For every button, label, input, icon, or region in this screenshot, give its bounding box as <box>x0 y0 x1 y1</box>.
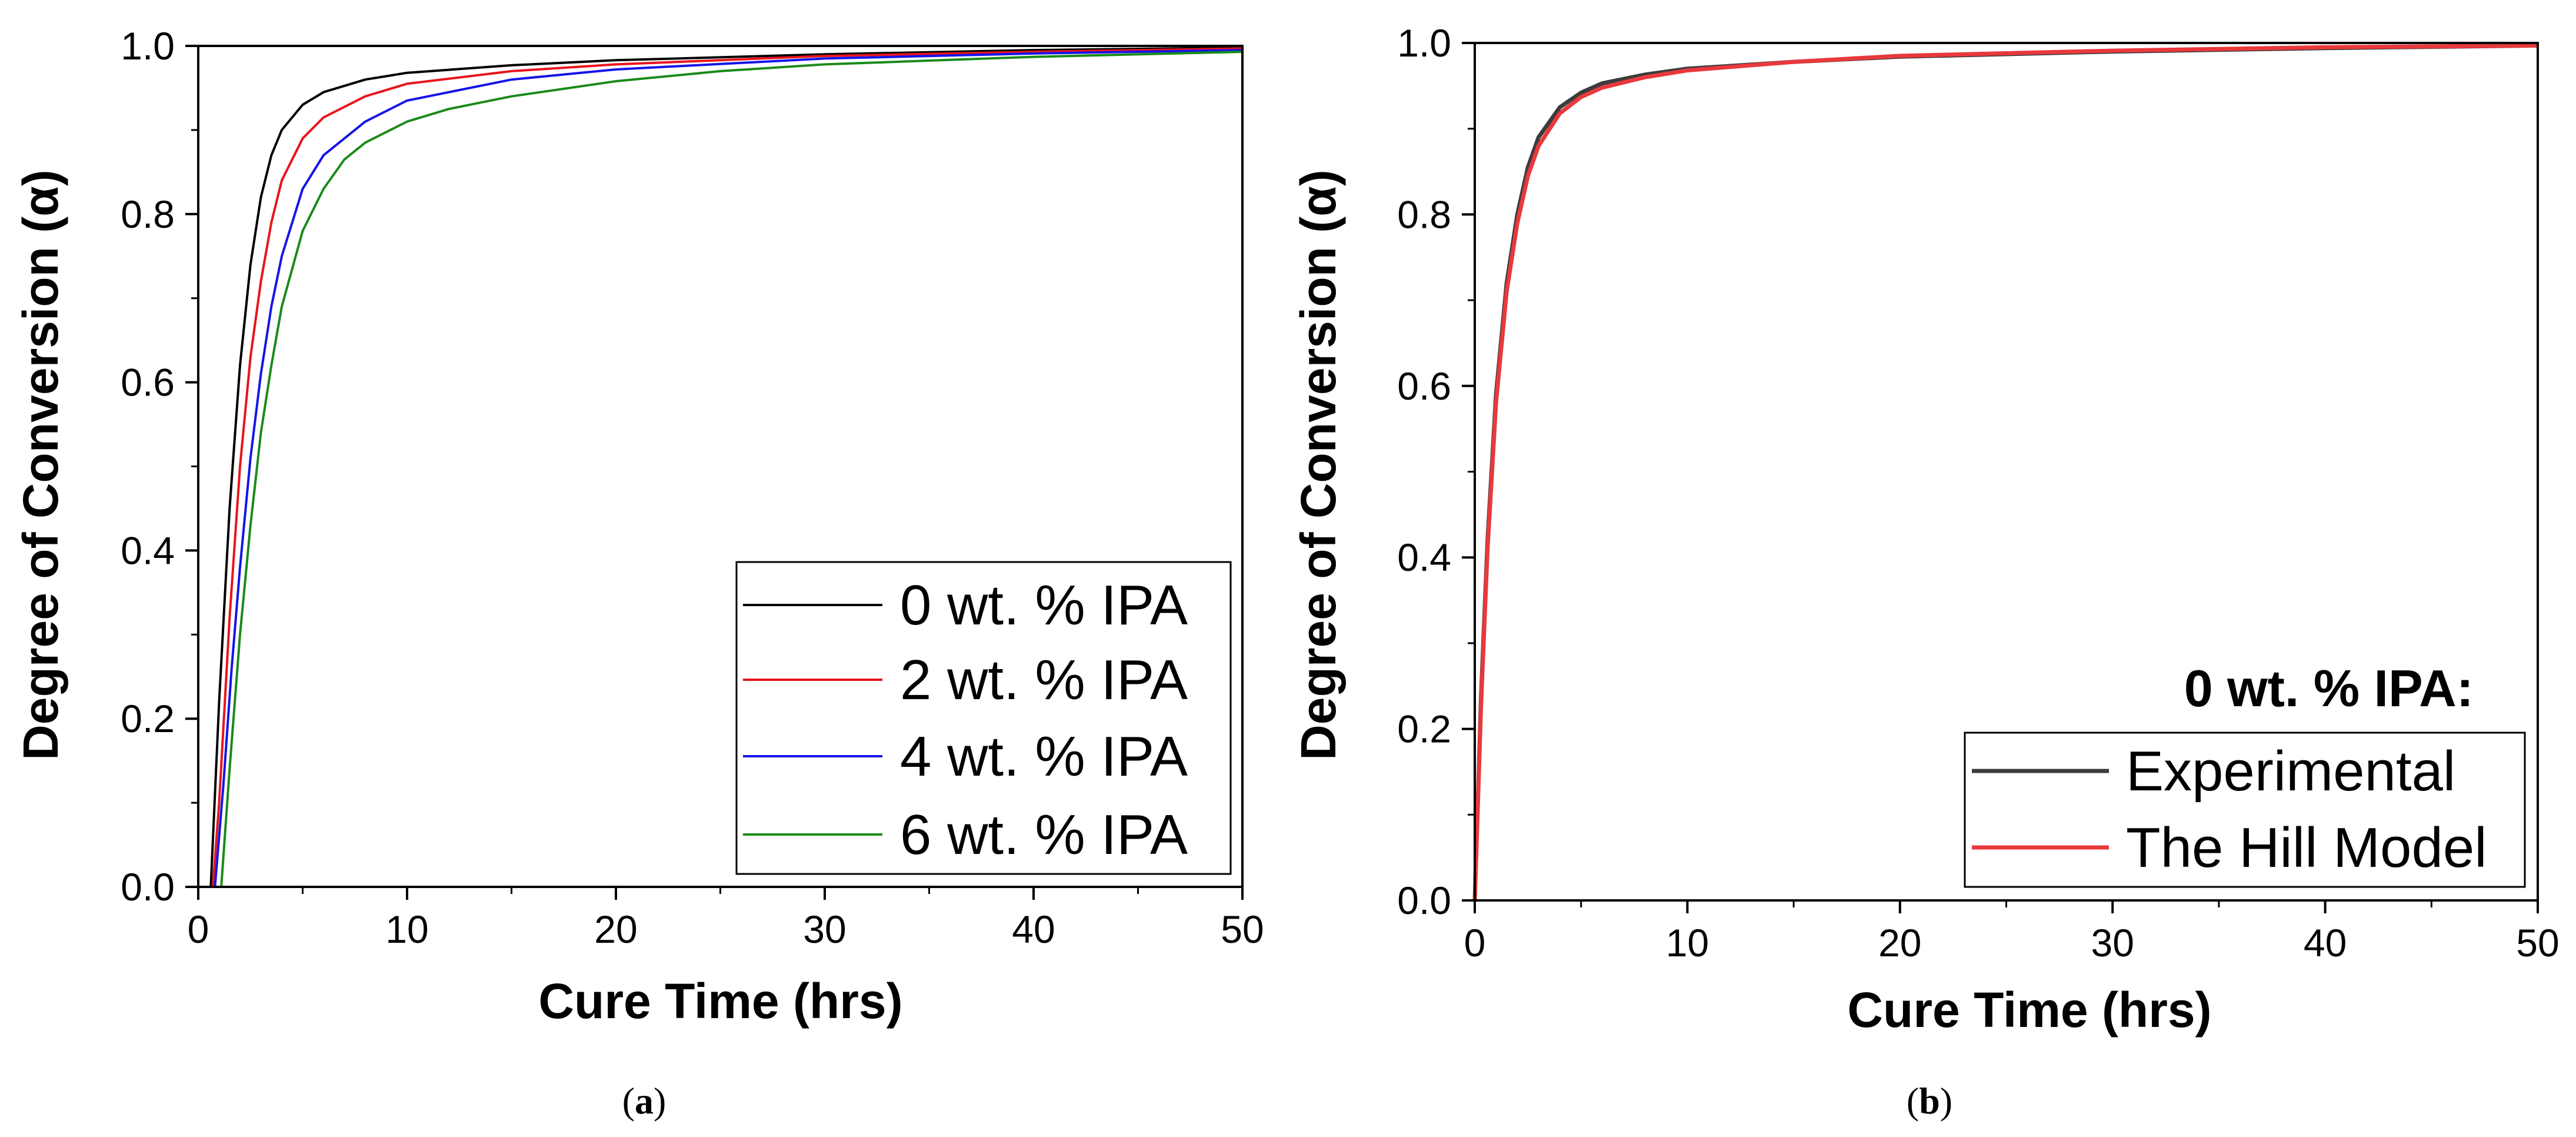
chart-a-series-3-line <box>214 49 1243 887</box>
chart-a-x-tick-label-0: 0 <box>188 907 209 951</box>
chart-b-x-tick-label-5: 50 <box>2516 921 2559 965</box>
chart-b-legend-label-1: Experimental <box>2126 740 2455 803</box>
caption-a: (a) <box>622 1080 667 1122</box>
chart-a-y-axis-title: Degree of Conversion (α) <box>13 169 68 760</box>
caption-b: (b) <box>1907 1080 1952 1122</box>
chart-a-legend-label-2: 2 wt. % IPA <box>900 649 1188 712</box>
chart-a-legend-label-1: 0 wt. % IPA <box>900 574 1188 637</box>
chart-b-x-axis-title: Cure Time (hrs) <box>1847 982 2211 1038</box>
caption-a-letter: a <box>635 1080 654 1122</box>
chart-a-y-tick-label-2: 0.4 <box>121 528 175 572</box>
chart-b-y-tick-label-5: 1.0 <box>1397 21 1451 65</box>
chart-a-y-tick-label-5: 1.0 <box>121 24 175 68</box>
chart-b-x-tick-label-3: 30 <box>2091 921 2134 965</box>
chart-a-x-axis-title: Cure Time (hrs) <box>538 973 902 1029</box>
chart-b-legend: Experimental The Hill Model <box>1964 732 2526 888</box>
chart-b-legend-items: Experimental The Hill Model <box>1972 740 2487 879</box>
chart-b-x-tick-label-0: 0 <box>1464 921 1486 965</box>
caption-b-letter: b <box>1919 1080 1940 1122</box>
chart-b-plot-area: 0 10 20 30 40 50 0.0 0.2 0.4 0.6 0.8 1.0 <box>1397 21 2559 965</box>
chart-b: 0 10 20 30 40 50 0.0 0.2 0.4 0.6 0.8 1.0 Cure Time … <box>1291 21 2560 1122</box>
chart-a-legend-label-3: 4 wt. % IPA <box>900 725 1188 788</box>
chart-a-x-tick-label-1: 10 <box>385 907 428 951</box>
chart-a-series-2-line <box>211 47 1243 887</box>
chart-b-legend-box <box>1964 732 2526 888</box>
chart-a-y-tick-label-0: 0.0 <box>121 865 175 909</box>
chart-b-x-tick-label-2: 20 <box>1878 921 1921 965</box>
chart-b-x-tick-label-1: 10 <box>1666 921 1709 965</box>
chart-a-legend: 0 wt. % IPA 2 wt. % IPA 4 wt. % IPA 6 wt. %… <box>735 561 1232 875</box>
chart-a-x-tick-label-5: 50 <box>1221 907 1264 951</box>
chart-b-series-2-line <box>1472 43 2538 901</box>
chart-a-y-tick-label-1: 0.2 <box>121 697 175 740</box>
chart-a-x-tick-label-3: 30 <box>803 907 846 951</box>
chart-a-y-tick-label-4: 0.8 <box>121 192 175 236</box>
chart-b-y-tick-label-3: 0.6 <box>1397 364 1451 408</box>
chart-b-y-tick-label-0: 0.0 <box>1397 879 1451 922</box>
chart-a-x-tick-label-4: 40 <box>1012 907 1055 951</box>
chart-a-series-4-line <box>220 51 1243 887</box>
chart-a-series-1-line <box>209 46 1243 887</box>
chart-b-y-tick-label-2: 0.4 <box>1397 536 1451 579</box>
chart-a: 0 10 20 30 40 50 0.0 0.2 0.4 0.6 0.8 1.0 Cure Time … <box>13 24 1264 1122</box>
chart-b-legend-title: 0 wt. % IPA: <box>2184 659 2474 717</box>
chart-b-y-tick-label-1: 0.2 <box>1397 707 1451 751</box>
chart-a-legend-items: 0 wt. % IPA 2 wt. % IPA 4 wt. % IPA 6 wt. %… <box>743 574 1188 866</box>
chart-a-plot-area: 0 10 20 30 40 50 0.0 0.2 0.4 0.6 0.8 1.0 <box>121 24 1264 951</box>
chart-b-y-tick-label-4: 0.8 <box>1397 192 1451 236</box>
chart-b-x-tick-label-4: 40 <box>2304 921 2347 965</box>
chart-b-legend-label-2: The Hill Model <box>2126 816 2487 879</box>
chart-a-x-tick-label-2: 20 <box>594 907 637 951</box>
chart-a-y-tick-label-3: 0.6 <box>121 361 175 404</box>
chart-a-legend-box <box>735 561 1232 875</box>
chart-a-legend-label-4: 6 wt. % IPA <box>900 803 1188 866</box>
chart-b-y-axis-title: Degree of Conversion (α) <box>1291 169 1346 760</box>
